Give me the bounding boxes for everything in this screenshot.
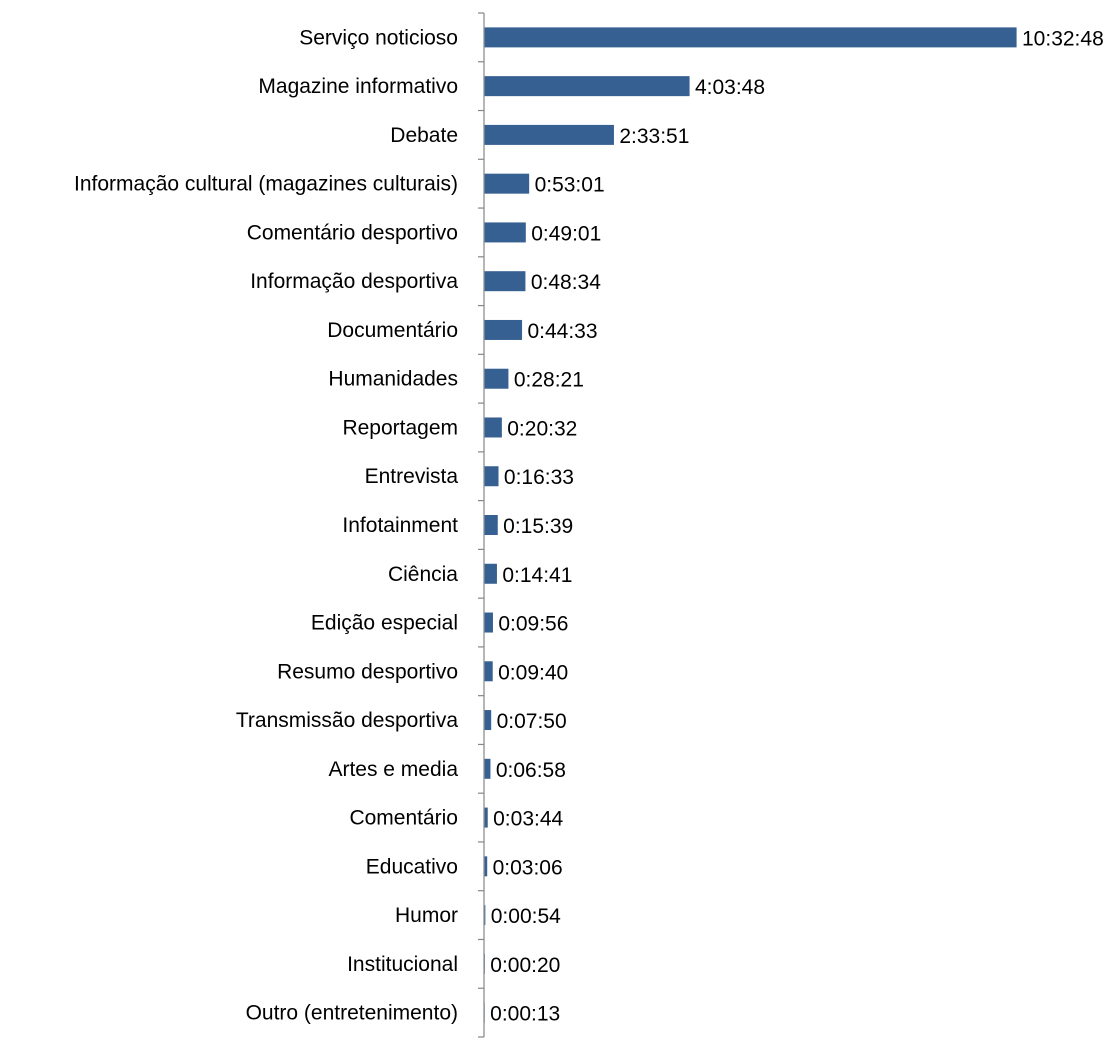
data-label: 0:00:20	[490, 954, 560, 977]
data-label: 0:03:44	[493, 808, 563, 831]
category-label: Comentário desportivo	[247, 221, 458, 244]
bar	[484, 563, 497, 584]
bar	[484, 758, 491, 779]
data-label: 0:20:32	[507, 417, 577, 440]
data-label: 10:32:48	[1022, 27, 1104, 50]
data-label: 0:15:39	[503, 515, 573, 538]
category-label: Informação desportiva	[250, 270, 458, 293]
bar	[484, 807, 488, 828]
data-label: 0:44:33	[527, 320, 597, 343]
category-label: Ciência	[388, 563, 458, 586]
category-label: Humanidades	[328, 368, 458, 391]
category-label: Serviço noticioso	[299, 26, 458, 49]
data-label: 0:03:06	[493, 856, 563, 879]
data-label: 0:14:41	[502, 564, 572, 587]
category-label: Reportagem	[342, 416, 458, 439]
value-labels-group: 10:32:48 4:03:48 2:33:51 0:53:01 0:49:01 0:48…	[490, 27, 1104, 1025]
category-label: Outro (entretenimento)	[246, 1002, 458, 1025]
category-label: Informação cultural (magazines culturais…	[74, 173, 458, 196]
data-label: 4:03:48	[695, 76, 765, 99]
category-label: Educativo	[366, 855, 458, 878]
bar	[484, 368, 509, 389]
category-label: Edição especial	[311, 612, 458, 635]
data-label: 0:53:01	[535, 174, 605, 197]
data-label: 0:49:01	[531, 222, 601, 245]
category-label: Infotainment	[342, 514, 458, 537]
category-labels-group: Serviço noticioso Magazine informativo Deb…	[74, 26, 458, 1024]
bar	[484, 710, 492, 731]
data-label: 0:28:21	[514, 369, 584, 392]
category-label: Transmissão desportiva	[236, 709, 458, 732]
data-label: 0:16:33	[504, 466, 574, 489]
bars-group	[484, 27, 1017, 1023]
bar	[484, 661, 493, 682]
bar	[484, 905, 486, 926]
bar	[484, 27, 1017, 48]
bar	[484, 515, 498, 535]
data-label: 0:07:50	[497, 710, 567, 733]
data-label: 0:48:34	[531, 271, 601, 294]
category-label: Magazine informativo	[258, 75, 458, 98]
bar	[484, 612, 493, 633]
category-label: Debate	[390, 124, 458, 147]
bar	[484, 856, 488, 877]
bar	[484, 76, 690, 97]
category-label: Entrevista	[365, 465, 459, 488]
bar	[484, 173, 530, 194]
bar	[484, 271, 526, 292]
data-label: 0:00:13	[490, 1003, 560, 1026]
category-axis	[478, 12, 485, 1038]
data-label: 0:09:56	[498, 613, 568, 636]
data-label: 0:00:54	[491, 905, 561, 928]
data-label: 2:33:51	[619, 125, 689, 148]
bar	[484, 417, 502, 438]
data-label: 0:06:58	[496, 759, 566, 782]
bar	[484, 466, 499, 487]
category-label: Humor	[395, 904, 458, 927]
category-label: Documentário	[327, 319, 458, 342]
bar	[484, 124, 614, 145]
category-label: Artes e media	[328, 758, 458, 781]
category-label: Institucional	[347, 953, 458, 976]
category-label: Comentário	[349, 807, 458, 830]
data-label: 0:09:40	[498, 661, 568, 684]
category-label: Resumo desportivo	[277, 660, 458, 683]
bar	[484, 222, 526, 243]
bar	[484, 319, 523, 340]
